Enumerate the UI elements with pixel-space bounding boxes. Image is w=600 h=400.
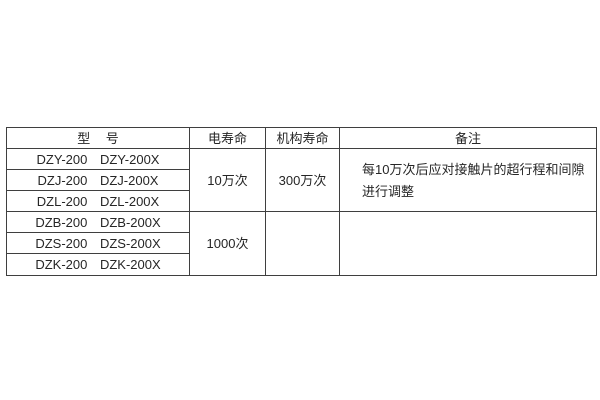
header-mechanism-life: 机构寿命 bbox=[266, 128, 340, 149]
electrical-life-group1: 10万次 bbox=[190, 149, 266, 212]
header-model: 型 号 bbox=[7, 128, 190, 149]
electrical-life-group2: 1000次 bbox=[190, 212, 266, 275]
model-cell-dzy: DZY-200 DZY-200X bbox=[7, 149, 190, 170]
mechanism-life-group1: 300万次 bbox=[266, 149, 340, 212]
model-cell-dzb: DZB-200 DZB-200X bbox=[7, 212, 190, 233]
remarks-group2 bbox=[340, 212, 596, 275]
model-cell-dzk: DZK-200 DZK-200X bbox=[7, 254, 190, 275]
spec-table: 型 号 电寿命 机构寿命 备注 DZY-200 DZY-200X DZJ-200… bbox=[6, 127, 597, 276]
mechanism-life-group2 bbox=[266, 212, 340, 275]
model-cell-dzs: DZS-200 DZS-200X bbox=[7, 233, 190, 254]
header-electrical-life: 电寿命 bbox=[190, 128, 266, 149]
model-cell-dzj: DZJ-200 DZJ-200X bbox=[7, 170, 190, 191]
remark-line-2: 进行调整 bbox=[362, 183, 415, 199]
model-cell-dzl: DZL-200 DZL-200X bbox=[7, 191, 190, 212]
remark-line-1: 每10万次后应对接触片的超行程和间隙 bbox=[362, 161, 585, 177]
remarks-group1: 每10万次后应对接触片的超行程和间隙 进行调整 bbox=[340, 149, 596, 212]
header-remarks: 备注 bbox=[340, 128, 596, 149]
